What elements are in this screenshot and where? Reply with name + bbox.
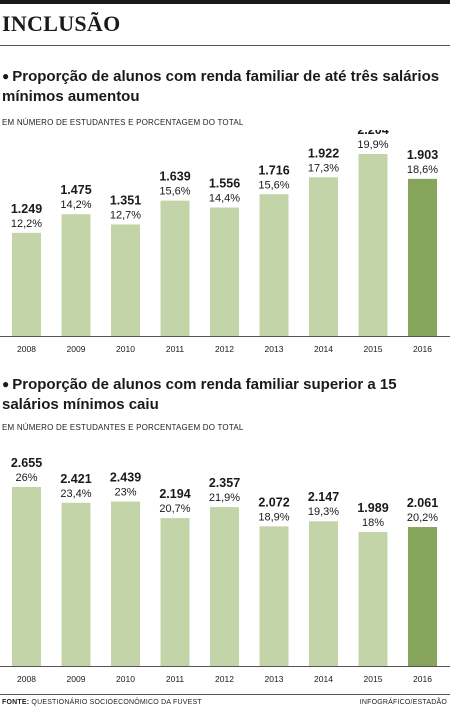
x-tick-label: 2009 [67, 344, 86, 354]
footer-credit: INFOGRÁFICO/ESTADÃO [359, 699, 447, 706]
bar-2012 [210, 507, 239, 666]
x-tick-label: 2013 [265, 674, 284, 684]
x-tick-label: 2009 [67, 674, 86, 684]
value-label: 2.061 [407, 496, 438, 510]
chart-2-title-block: ● Proporção de alunos com renda familiar … [2, 375, 442, 414]
percent-label: 19,3% [308, 506, 339, 518]
chart-2-subtitle: EM NÚMERO DE ESTUDANTES E PORCENTAGEM DO… [2, 423, 244, 432]
footer-source: FONTE: QUESTIONÁRIO SOCIOECONÔMICO DA FU… [2, 699, 202, 706]
value-label: 1.903 [407, 148, 438, 162]
bar-2014 [309, 177, 338, 336]
x-tick-label: 2015 [364, 344, 383, 354]
bullet-icon: ● [2, 69, 10, 83]
bar-2013 [259, 526, 289, 666]
percent-label: 17,3% [308, 162, 339, 174]
x-tick-label: 2016 [413, 674, 432, 684]
value-label: 2.357 [209, 476, 240, 490]
bar-2016 [408, 527, 437, 666]
value-label: 1.249 [11, 202, 42, 216]
percent-label: 26% [15, 472, 37, 484]
value-label: 1.556 [209, 177, 240, 191]
bar-2011 [160, 518, 190, 666]
percent-label: 19,9% [357, 139, 388, 151]
value-label: 2.147 [308, 490, 339, 504]
x-tick-label: 2010 [116, 344, 135, 354]
value-label: 1.989 [357, 501, 388, 515]
chart-2-title: Proporção de alunos com renda familiar s… [2, 376, 397, 413]
x-tick-label: 2013 [265, 344, 284, 354]
percent-label: 12,7% [110, 209, 141, 221]
bar-2009 [61, 214, 91, 336]
bar-2016 [408, 178, 437, 336]
bar-2014 [309, 521, 338, 666]
bar-2011 [160, 200, 190, 336]
value-label: 2.204 [357, 130, 388, 137]
footer-source-label: FONTE: [2, 699, 30, 706]
percent-label: 18,6% [407, 164, 438, 176]
x-tick-label: 2012 [215, 674, 234, 684]
x-tick-label: 2011 [166, 344, 185, 354]
value-label: 2.655 [11, 456, 42, 470]
bar-2008 [12, 232, 41, 336]
value-label: 2.421 [60, 472, 91, 486]
value-label: 1.716 [258, 163, 289, 177]
top-rule [0, 0, 450, 4]
bar-2015 [358, 531, 388, 666]
bar-2008 [12, 487, 41, 666]
percent-label: 14,4% [209, 193, 240, 205]
bar-2015 [358, 154, 388, 336]
value-label: 1.922 [308, 146, 339, 160]
bullet-icon: ● [2, 377, 10, 391]
title-divider [0, 45, 450, 46]
percent-label: 12,2% [11, 218, 42, 230]
chart-1: 1.249 12,2% 2008 1.475 14,2% 2009 1.351 12,7% 20… [0, 130, 450, 354]
percent-label: 15,6% [159, 186, 190, 198]
x-tick-label: 2011 [166, 674, 185, 684]
footer-divider [0, 694, 450, 695]
chart-1-title: Proporção de alunos com renda familiar d… [2, 68, 440, 105]
percent-label: 23% [114, 487, 136, 499]
x-tick-label: 2015 [364, 674, 383, 684]
bar-2010 [111, 224, 140, 336]
value-label: 1.475 [60, 183, 91, 197]
chart-2: 2.655 26% 2008 2.421 23,4% 2009 2.439 23% 2010 2.… [0, 456, 450, 684]
x-tick-label: 2014 [314, 674, 333, 684]
x-tick-label: 2008 [17, 344, 36, 354]
percent-label: 21,9% [209, 492, 240, 504]
x-tick-label: 2010 [116, 674, 135, 684]
percent-label: 18,9% [258, 511, 289, 523]
percent-label: 15,6% [258, 179, 289, 191]
value-label: 2.194 [159, 487, 190, 501]
bar-2012 [210, 207, 239, 336]
chart-1-subtitle: EM NÚMERO DE ESTUDANTES E PORCENTAGEM DO… [2, 118, 244, 127]
percent-label: 14,2% [60, 199, 91, 211]
x-tick-label: 2014 [314, 344, 333, 354]
page-title: INCLUSÃO [2, 11, 121, 36]
footer-source-text: QUESTIONÁRIO SOCIOECONÔMICO DA FUVEST [31, 699, 202, 706]
chart-1-title-block: ● Proporção de alunos com renda familiar … [2, 67, 442, 106]
bar-2010 [111, 501, 140, 666]
bar-2013 [259, 194, 289, 336]
value-label: 1.351 [110, 193, 141, 207]
value-label: 2.439 [110, 471, 141, 485]
value-label: 1.639 [159, 170, 190, 184]
x-tick-label: 2012 [215, 344, 234, 354]
bar-2009 [61, 502, 91, 666]
percent-label: 20,7% [159, 503, 190, 515]
percent-label: 23,4% [60, 488, 91, 500]
percent-label: 18% [362, 517, 384, 529]
percent-label: 20,2% [407, 512, 438, 524]
x-tick-label: 2016 [413, 344, 432, 354]
value-label: 2.072 [258, 495, 289, 509]
x-tick-label: 2008 [17, 674, 36, 684]
